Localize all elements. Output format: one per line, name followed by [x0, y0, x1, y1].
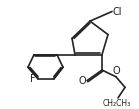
Text: O: O [112, 66, 120, 76]
Text: F: F [30, 74, 36, 84]
Text: CH₂CH₃: CH₂CH₃ [103, 99, 131, 108]
Text: O: O [78, 76, 86, 86]
Text: Cl: Cl [113, 7, 122, 17]
